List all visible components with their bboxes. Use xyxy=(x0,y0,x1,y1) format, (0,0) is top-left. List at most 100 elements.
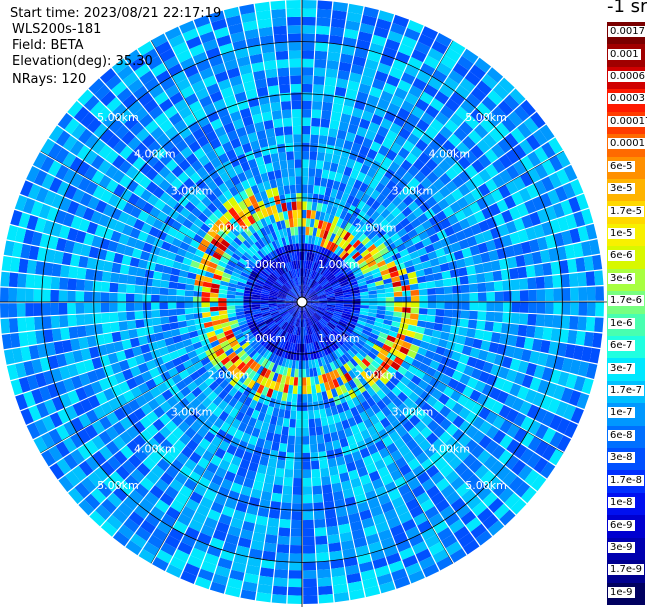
range-gate xyxy=(161,323,171,332)
range-gate xyxy=(380,385,391,396)
range-gate xyxy=(292,494,302,504)
range-gate xyxy=(408,533,424,547)
range-gate xyxy=(461,489,477,504)
range-gate xyxy=(332,1,348,12)
range-gate xyxy=(314,375,320,385)
range-gate xyxy=(133,434,147,448)
range-gate xyxy=(517,464,533,481)
ring-label: 5.00km xyxy=(465,479,507,492)
range-gate xyxy=(316,25,330,35)
range-gate xyxy=(176,295,185,302)
range-gate xyxy=(493,354,505,366)
range-gate xyxy=(243,302,252,306)
range-gate xyxy=(217,400,229,411)
range-gate xyxy=(435,309,445,317)
range-gate xyxy=(63,421,77,437)
range-gate xyxy=(203,276,213,283)
range-gate xyxy=(234,305,244,310)
range-gate xyxy=(317,357,323,367)
range-gate xyxy=(194,279,204,287)
range-gate xyxy=(265,162,274,173)
range-gate xyxy=(85,324,95,337)
range-gate xyxy=(302,318,305,328)
range-gate xyxy=(503,302,512,313)
range-gate xyxy=(370,505,384,518)
range-gate xyxy=(302,83,313,93)
range-gate xyxy=(268,321,276,329)
range-gate xyxy=(292,117,302,127)
range-gate xyxy=(230,482,243,494)
range-gate xyxy=(182,338,193,348)
range-gate xyxy=(501,380,514,394)
range-gate xyxy=(335,386,343,396)
range-gate xyxy=(394,456,408,469)
range-gate xyxy=(130,533,147,549)
range-gate xyxy=(267,458,278,468)
range-gate xyxy=(139,250,151,261)
range-gate xyxy=(285,460,294,470)
range-gate xyxy=(453,525,470,541)
range-gate xyxy=(478,371,490,384)
range-gate xyxy=(117,311,127,322)
range-gate xyxy=(158,346,169,357)
range-gate xyxy=(302,218,307,227)
range-gate xyxy=(227,286,237,292)
range-gate xyxy=(320,329,327,338)
range-gate xyxy=(202,252,213,262)
range-gate xyxy=(287,595,302,604)
range-gate xyxy=(115,243,127,255)
range-gate xyxy=(210,256,220,265)
range-gate xyxy=(544,314,554,328)
colorbar-tick-label: 6e-6 xyxy=(608,250,635,262)
range-gate xyxy=(524,389,537,404)
range-gate xyxy=(485,281,495,292)
range-gate xyxy=(164,360,175,371)
range-gate xyxy=(229,377,239,387)
range-gate xyxy=(47,355,59,370)
range-gate xyxy=(208,335,218,343)
colorbar-tick-label: 0.0006 xyxy=(608,71,647,83)
range-gate xyxy=(122,368,134,381)
range-gate xyxy=(427,407,439,420)
range-gate xyxy=(243,573,259,584)
range-gate xyxy=(125,540,143,556)
range-gate xyxy=(193,312,203,320)
range-gate xyxy=(224,498,238,510)
range-gate xyxy=(323,85,336,95)
range-gate xyxy=(348,469,360,481)
range-gate xyxy=(418,308,428,315)
range-gate xyxy=(370,403,381,415)
range-gate xyxy=(309,427,317,437)
range-gate xyxy=(259,347,268,357)
range-gate xyxy=(337,464,348,475)
range-gate xyxy=(159,426,172,439)
range-gate xyxy=(332,360,340,370)
range-gate xyxy=(407,364,419,375)
range-gate xyxy=(109,302,118,313)
range-gate xyxy=(297,209,302,219)
range-gate xyxy=(435,287,445,295)
range-gate xyxy=(201,286,211,293)
range-gate xyxy=(115,465,130,480)
range-gate xyxy=(128,399,141,412)
range-gate xyxy=(441,534,458,549)
range-gate xyxy=(170,499,185,513)
range-gate xyxy=(309,435,317,445)
range-gate xyxy=(290,410,297,420)
range-gate xyxy=(25,317,36,331)
range-gate xyxy=(351,396,361,407)
range-gate xyxy=(395,381,407,392)
range-gate xyxy=(350,477,362,489)
range-gate xyxy=(171,357,183,367)
range-gate xyxy=(402,307,411,313)
range-gate xyxy=(492,481,508,497)
range-gate xyxy=(427,419,440,432)
range-gate xyxy=(33,436,48,453)
range-gate xyxy=(470,368,483,380)
range-gate xyxy=(303,335,307,344)
range-gate xyxy=(316,160,324,170)
range-gate xyxy=(145,234,157,245)
range-gate xyxy=(302,234,306,244)
range-gate xyxy=(491,444,506,460)
range-gate xyxy=(264,360,272,370)
